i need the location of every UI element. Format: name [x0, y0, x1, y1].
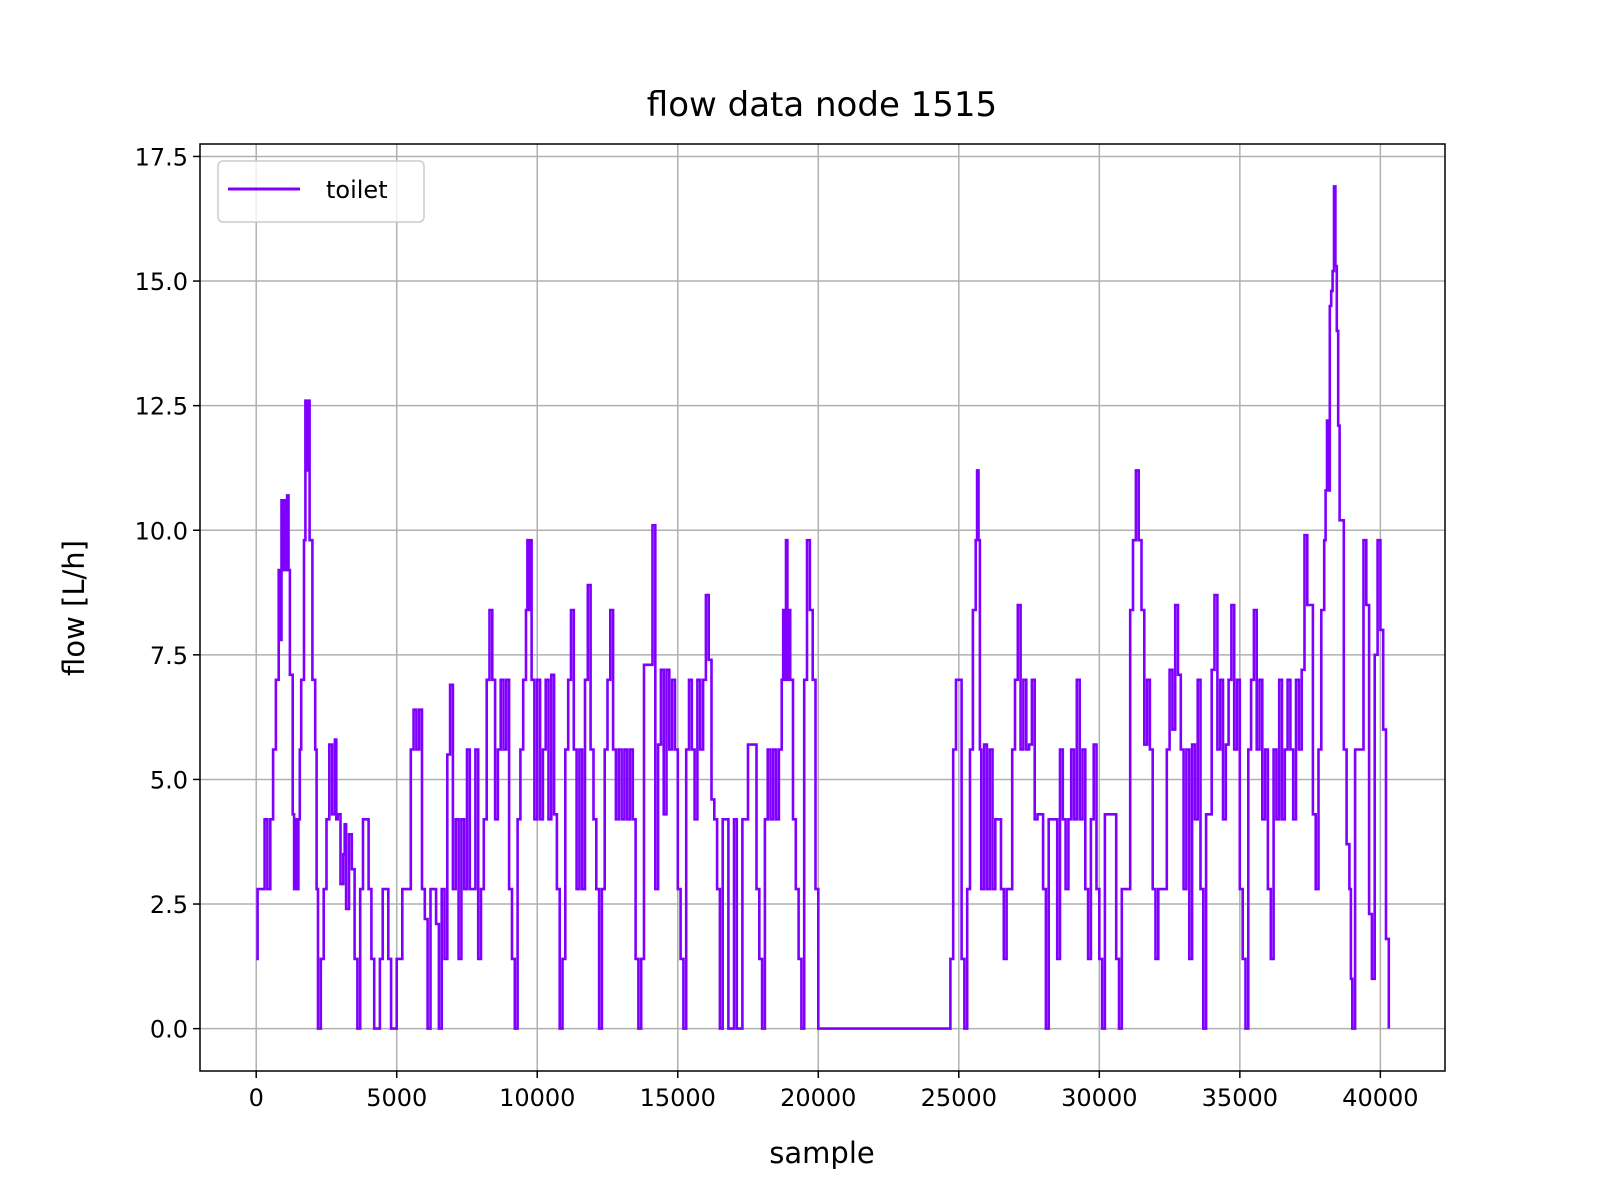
- x-tick-label: 10000: [499, 1084, 575, 1112]
- y-tick-label: 7.5: [150, 642, 188, 670]
- legend-label-toilet: toilet: [326, 176, 388, 204]
- legend: toilet: [217, 160, 425, 223]
- legend-box: [217, 160, 425, 223]
- x-tick-label: 5000: [366, 1084, 427, 1112]
- y-tick-label: 12.5: [135, 393, 188, 421]
- series-line-toilet: [256, 185, 1391, 1030]
- chart-title: flow data node 1515: [647, 85, 997, 125]
- y-axis-label: flow [L/h]: [57, 540, 91, 676]
- x-tick-label: 40000: [1342, 1084, 1418, 1112]
- y-tick-label: 0.0: [150, 1016, 188, 1044]
- x-tick-label: 0: [249, 1084, 264, 1112]
- y-tick-label: 10.0: [135, 517, 188, 545]
- y-tick-label: 2.5: [150, 891, 188, 919]
- axis-ticks: 0 5000 10000 15000 20000 25000 30000 35000 40000…: [135, 143, 1419, 1112]
- x-tick-label: 20000: [780, 1084, 856, 1112]
- x-tick-label: 15000: [640, 1084, 716, 1112]
- y-tick-label: 15.0: [135, 268, 188, 296]
- y-tick-label: 17.5: [135, 143, 188, 171]
- x-tick-label: 25000: [921, 1084, 997, 1112]
- x-tick-label: 30000: [1061, 1084, 1137, 1112]
- plot-frame: [199, 143, 1446, 1072]
- y-tick-label: 5.0: [150, 766, 188, 794]
- x-tick-label: 35000: [1202, 1084, 1278, 1112]
- x-axis-label: sample: [769, 1136, 874, 1170]
- plot-area: [256, 185, 1391, 1030]
